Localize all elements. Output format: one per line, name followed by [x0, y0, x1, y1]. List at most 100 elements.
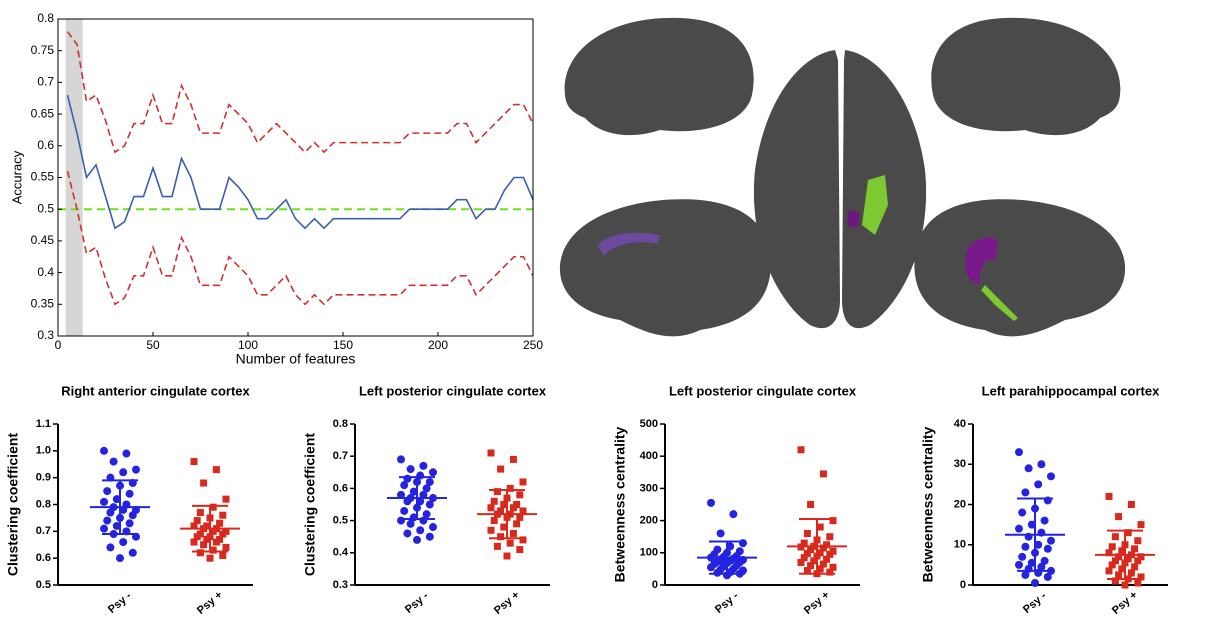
y-tick-label: 30: [954, 458, 966, 470]
data-point: [400, 506, 409, 515]
data-point: [219, 530, 227, 538]
data-point: [1037, 562, 1046, 571]
data-point: [1015, 448, 1023, 457]
data-point: [416, 526, 425, 535]
data-point: [400, 481, 409, 490]
data-point: [1118, 547, 1126, 555]
data-point: [409, 487, 418, 496]
data-point: [826, 550, 834, 558]
data-point: [203, 535, 211, 543]
data-point: [816, 523, 824, 531]
data-point: [125, 489, 134, 498]
y-tick-label: 0: [652, 579, 658, 591]
data-point: [1021, 570, 1030, 579]
y-tick-label: 0.6: [36, 552, 51, 564]
data-point: [803, 549, 811, 557]
data-point: [826, 568, 834, 576]
data-point: [1137, 573, 1145, 581]
data-point: [212, 538, 220, 546]
data-point: [739, 539, 747, 548]
data-point: [103, 516, 112, 525]
data-point: [216, 519, 224, 527]
data-point: [716, 529, 725, 538]
data-point: [1040, 516, 1049, 525]
y-tick-label: 0.35: [31, 296, 55, 310]
y-axis-label: Clustering coefficient: [5, 433, 21, 576]
data-point: [1131, 563, 1139, 571]
data-point: [1031, 578, 1039, 587]
data-point: [1105, 492, 1113, 500]
data-point: [1015, 560, 1023, 569]
data-point: [222, 495, 230, 503]
data-point: [1134, 557, 1142, 565]
data-point: [200, 541, 208, 549]
y-tick-label: 0.5: [36, 579, 51, 591]
panel-title: Left parahippocampal cortex: [982, 383, 1160, 398]
x-axis-label: Number of features: [236, 351, 356, 367]
data-point: [103, 487, 112, 496]
data-point: [416, 497, 425, 506]
data-point: [819, 470, 827, 478]
data-point: [116, 554, 124, 563]
data-point: [406, 465, 415, 474]
data-point: [397, 490, 405, 499]
y-tick-label: 0.3: [37, 328, 54, 342]
data-point: [397, 516, 405, 525]
data-point: [193, 533, 201, 541]
data-point: [800, 554, 808, 562]
y-tick-label: 0.5: [333, 515, 348, 527]
data-point: [128, 548, 137, 557]
data-point: [190, 538, 198, 546]
y-tick-label: 0.4: [37, 265, 54, 279]
data-point: [803, 529, 811, 537]
data-point: [1043, 572, 1052, 581]
data-point: [100, 446, 108, 455]
data-point: [519, 507, 527, 515]
data-point: [516, 491, 524, 499]
data-point: [506, 484, 514, 492]
data-point: [422, 484, 431, 493]
y-tick-label: 0.5: [37, 201, 54, 215]
data-point: [707, 498, 715, 507]
y-axis-label: Accuracy: [9, 150, 24, 204]
series-line: [66, 170, 534, 306]
x-tick-label: Psy +: [1110, 589, 1140, 617]
data-point: [816, 565, 824, 573]
x-tick-label: 150: [333, 338, 353, 352]
data-point: [487, 449, 495, 457]
data-point: [119, 468, 128, 477]
data-point: [1105, 567, 1113, 575]
y-tick-label: 0.4: [333, 547, 349, 559]
data-point: [1115, 513, 1123, 521]
brain-ventral-left: [753, 50, 840, 329]
data-point: [219, 551, 227, 559]
y-tick-label: 10: [954, 539, 966, 551]
data-point: [1015, 524, 1023, 533]
y-tick-label: 0.65: [31, 106, 55, 120]
data-point: [1024, 464, 1033, 473]
data-point: [119, 538, 128, 547]
x-tick-label: 200: [428, 338, 448, 352]
data-point: [487, 504, 495, 512]
data-point: [1105, 549, 1113, 557]
data-point: [1127, 501, 1135, 508]
data-point: [493, 542, 501, 550]
data-point: [829, 517, 837, 525]
data-point: [1108, 561, 1116, 569]
data-point: [1124, 529, 1132, 537]
data-point: [406, 519, 415, 528]
data-point: [403, 497, 412, 506]
data-point: [206, 554, 214, 562]
data-point: [509, 529, 517, 537]
data-point: [106, 508, 115, 517]
data-point: [128, 511, 137, 520]
data-point: [807, 501, 815, 508]
data-point: [516, 546, 524, 554]
data-point: [1034, 480, 1043, 489]
y-tick-label: 40: [954, 418, 966, 430]
data-point: [209, 546, 217, 554]
data-point: [826, 533, 834, 541]
brain-medial-left: [559, 199, 771, 337]
